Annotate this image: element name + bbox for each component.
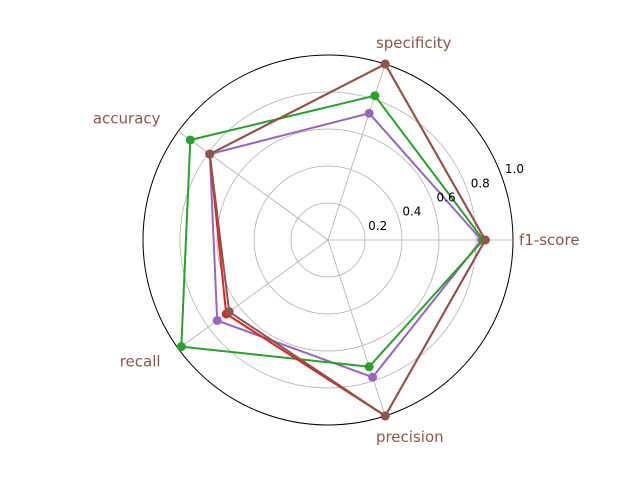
radar-data-point <box>364 362 374 372</box>
radar-grid <box>142 54 514 426</box>
radar-data-point <box>364 108 374 118</box>
radar-data-point <box>176 342 186 352</box>
radar-spoke <box>178 130 329 241</box>
radar-data-point <box>224 307 234 317</box>
radar-data-point <box>205 149 215 159</box>
radar-data-point <box>368 372 378 382</box>
radar-labels: 0.2 0.4 0.6 0.8 1.0 f1-score specificity accura… <box>93 34 580 446</box>
axis-label-specificity: specificity <box>376 34 452 52</box>
radial-tick-label: 1.0 <box>505 162 524 176</box>
radar-data-point <box>380 59 390 69</box>
radar-spoke <box>327 63 386 241</box>
radar-series-group <box>205 108 487 382</box>
radial-tick-label: 0.6 <box>437 191 456 205</box>
radar-data-point <box>212 315 222 325</box>
radar-spoke <box>178 239 329 350</box>
radar-data-point <box>380 411 390 421</box>
axis-label-accuracy: accuracy <box>93 109 161 127</box>
radar-data-point <box>185 135 195 145</box>
axis-label-f1-score: f1-score <box>519 231 580 249</box>
radar-series-line <box>208 112 483 379</box>
radar-data-point <box>480 235 490 245</box>
radial-tick-label: 0.8 <box>471 176 490 190</box>
radar-series-group <box>176 91 488 372</box>
radar-spoke <box>327 239 386 417</box>
radial-tick-label: 0.2 <box>368 219 387 233</box>
radar-series-group <box>205 59 490 421</box>
radial-tick-label: 0.4 <box>402 205 421 219</box>
axis-label-recall: recall <box>120 353 161 371</box>
radar-series-line <box>208 63 487 417</box>
axis-label-precision: precision <box>376 428 444 446</box>
radar-series-line <box>180 94 485 368</box>
radar-series <box>176 59 490 421</box>
radar-data-point <box>370 91 380 101</box>
